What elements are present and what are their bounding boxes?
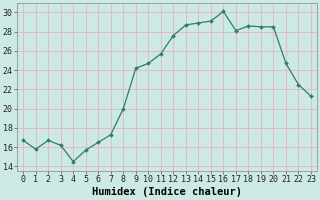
X-axis label: Humidex (Indice chaleur): Humidex (Indice chaleur) bbox=[92, 187, 242, 197]
